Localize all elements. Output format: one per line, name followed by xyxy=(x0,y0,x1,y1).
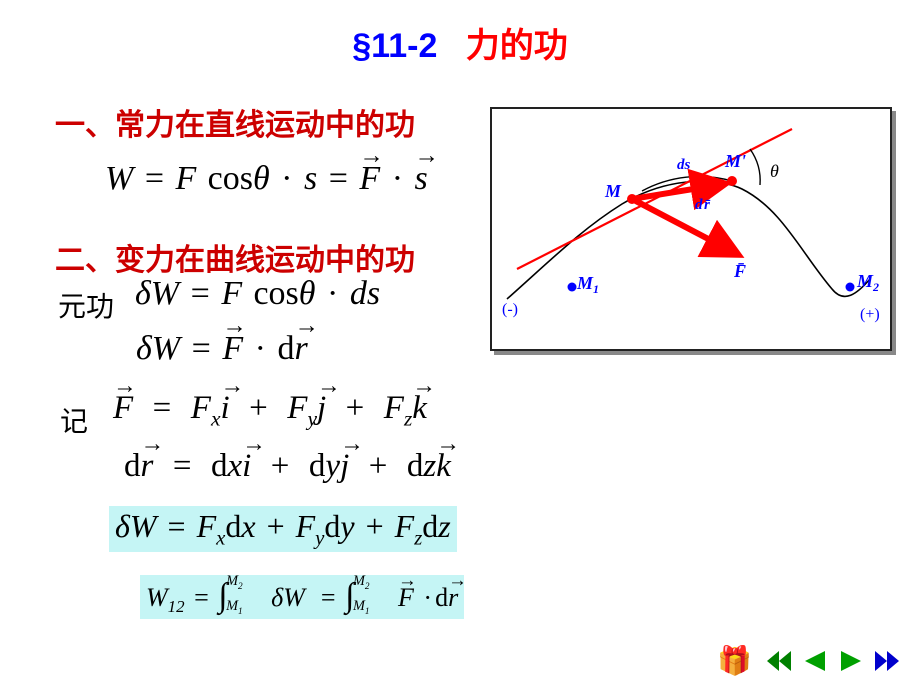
point-Mp xyxy=(727,176,737,186)
svg-text:M2: M2 xyxy=(856,271,879,294)
equation-7: W12 = ∫ M2 M1 δW = ∫ M2 M1 F ·dr xyxy=(140,575,464,619)
equation-6: δW = Fxdx + Fydy + Fzdz xyxy=(109,506,457,552)
plus-label: (+) xyxy=(860,306,880,323)
Mp-label: M' xyxy=(724,151,746,171)
gift-icon[interactable]: 🎁 xyxy=(717,644,752,678)
label-yuangong: 元功 xyxy=(58,285,114,325)
point-M1 xyxy=(568,283,577,292)
svg-text:d: d xyxy=(695,197,703,213)
nav-first-button[interactable] xyxy=(764,648,794,674)
nav-bar: 🎁 xyxy=(717,644,902,678)
point-M xyxy=(627,194,637,204)
point-M2 xyxy=(846,283,855,292)
slide-title: §11-2 力的功 xyxy=(0,18,920,67)
M-label: M xyxy=(604,181,622,201)
theta-label: θ xyxy=(770,161,779,181)
heading-1: 一、常力在直线运动中的功 xyxy=(55,100,415,144)
heading-2: 二、变力在曲线运动中的功 xyxy=(55,235,415,279)
section-number: §11-2 xyxy=(352,27,437,65)
label-ji: 记 xyxy=(60,400,88,440)
svg-text:F̄: F̄ xyxy=(733,261,746,281)
slide: §11-2 力的功 一、常力在直线运动中的功 W = F cosθ · s = … xyxy=(0,0,920,690)
force-vector xyxy=(632,199,737,254)
title-text: 力的功 xyxy=(466,27,568,65)
nav-next-button[interactable] xyxy=(836,648,866,674)
equation-4: F = Fxi + Fyj + Fzk xyxy=(113,390,427,432)
svg-text:r̄: r̄ xyxy=(704,197,711,213)
svg-text:M1: M1 xyxy=(576,273,599,296)
nav-prev-button[interactable] xyxy=(800,648,830,674)
work-diagram: θ ds M M' d r̄ F̄ M1 M2 (-) (+) xyxy=(490,107,892,351)
theta-arc xyxy=(750,149,760,185)
equation-2: δW = F cosθ · ds xyxy=(135,275,380,313)
equation-5: dr = dxi + dyj + dzk xyxy=(124,448,451,485)
equation-1: W = F cosθ · s = F · s xyxy=(105,160,428,198)
curve xyxy=(507,181,870,299)
minus-label: (-) xyxy=(502,301,518,318)
nav-last-button[interactable] xyxy=(872,648,902,674)
equation-3: δW = F · dr xyxy=(136,330,308,368)
ds-label: ds xyxy=(677,157,691,173)
